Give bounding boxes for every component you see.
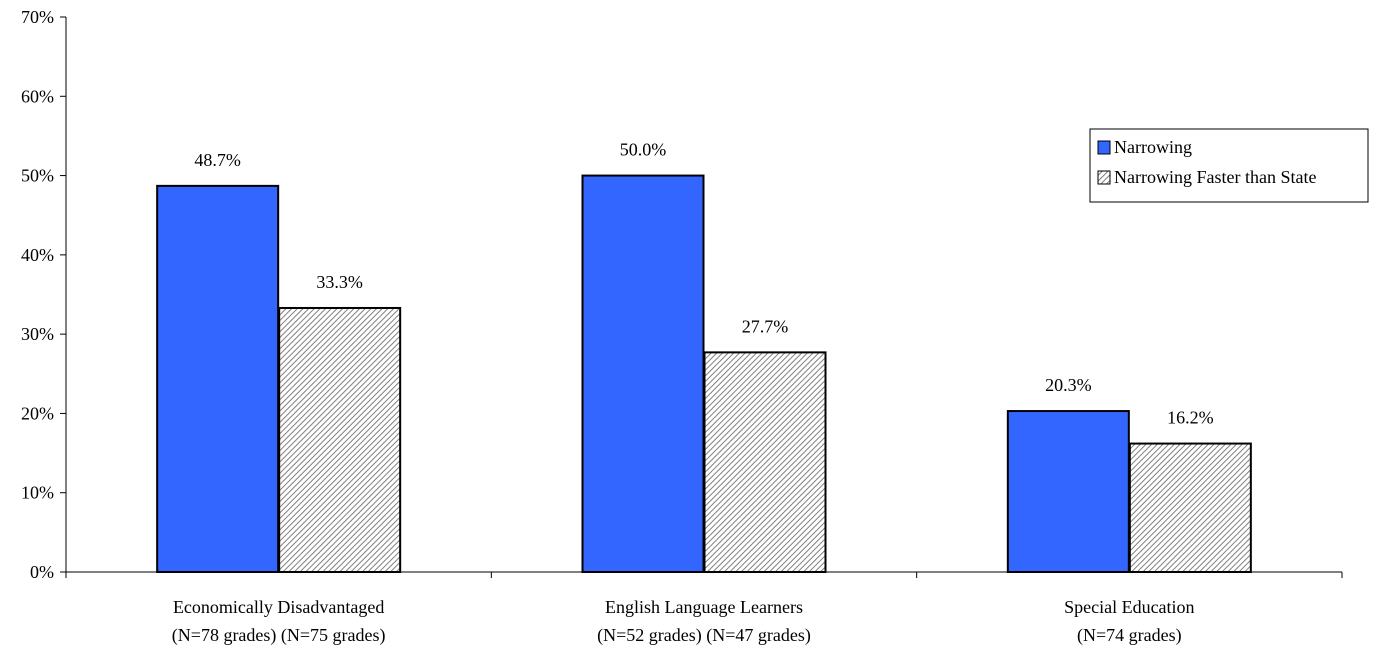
data-label: 50.0% xyxy=(620,140,667,160)
y-tick-label: 60% xyxy=(21,86,54,106)
y-tick-label: 50% xyxy=(21,166,54,186)
axes: 0% 10% 20% 30% 40% 50% 60% 70% Economically Disa… xyxy=(21,7,1343,646)
y-tick-label: 20% xyxy=(21,403,54,423)
y-tick-label: 40% xyxy=(21,245,54,265)
legend-box xyxy=(1089,128,1369,203)
data-labels: 48.7% 33.3% 50.0% 27.7% 20.3% 16.2% xyxy=(194,140,1213,428)
legend-swatch xyxy=(1097,140,1111,155)
category-sublabel: (N=78 grades) (N=75 grades) xyxy=(172,625,386,646)
legend-label: Narrowing Faster than State xyxy=(1114,167,1316,187)
category-label: Special Education xyxy=(1064,597,1194,617)
category-sublabel: (N=52 grades) (N=47 grades) xyxy=(597,625,811,646)
category-label: Economically Disadvantaged xyxy=(173,597,384,617)
bar-narrowing-faster-0 xyxy=(278,306,402,573)
bar-narrowing-0 xyxy=(156,184,280,573)
legend-label: Narrowing xyxy=(1114,137,1192,157)
category-label: English Language Learners xyxy=(605,597,803,617)
y-tick-label: 30% xyxy=(21,324,54,344)
data-label: 48.7% xyxy=(194,150,241,170)
y-tick-label: 10% xyxy=(21,483,54,503)
bar-narrowing-2 xyxy=(1006,410,1130,573)
legend-swatch xyxy=(1097,170,1111,185)
data-label: 27.7% xyxy=(742,316,789,336)
data-label: 20.3% xyxy=(1045,375,1092,395)
bar-narrowing-1 xyxy=(581,174,705,573)
legend: Narrowing Narrowing Faster than State xyxy=(1089,128,1369,203)
data-label: 33.3% xyxy=(316,272,363,292)
bar-narrowing-faster-2 xyxy=(1128,442,1252,573)
bars xyxy=(156,174,1252,573)
category-sublabel: (N=74 grades) xyxy=(1077,625,1182,646)
bar-narrowing-faster-1 xyxy=(703,351,827,573)
y-tick-label: 0% xyxy=(30,562,54,582)
y-tick-label: 70% xyxy=(21,7,54,27)
data-label: 16.2% xyxy=(1167,408,1214,428)
